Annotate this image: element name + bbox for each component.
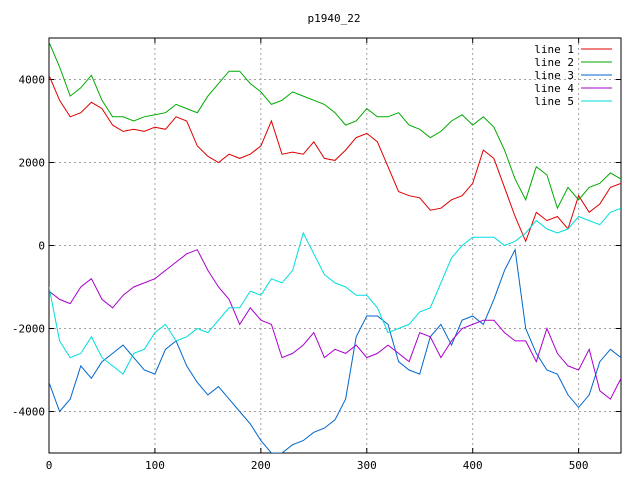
series-line-5	[49, 207, 621, 375]
grid	[49, 38, 621, 453]
chart-title: p1940_22	[308, 12, 361, 25]
series-line-3	[49, 248, 621, 453]
x-tick-label: 400	[463, 459, 483, 472]
x-tick-label: 0	[46, 459, 53, 472]
series-line-4	[49, 249, 621, 400]
x-tick-label: 200	[251, 459, 271, 472]
y-tick-label: 4000	[19, 74, 46, 87]
x-tick-label: 300	[357, 459, 377, 472]
x-tick-label: 500	[569, 459, 589, 472]
series-line-1	[49, 75, 621, 243]
y-tick-label: 0	[38, 240, 45, 253]
legend-label: line 1	[534, 43, 574, 56]
axis-ticks: 0 100 200 300 400 500 -4000 -2000 0 2000 4000	[12, 38, 621, 472]
x-tick-label: 100	[145, 459, 165, 472]
y-tick-label: -2000	[12, 323, 45, 336]
legend-label: line 4	[534, 82, 574, 95]
series-line-2	[49, 41, 621, 210]
legend-label: line 5	[534, 95, 574, 108]
y-tick-label: 2000	[19, 157, 46, 170]
legend-label: line 3	[534, 69, 574, 82]
y-tick-label: -4000	[12, 406, 45, 419]
series-group	[49, 41, 621, 453]
legend-label: line 2	[534, 56, 574, 69]
